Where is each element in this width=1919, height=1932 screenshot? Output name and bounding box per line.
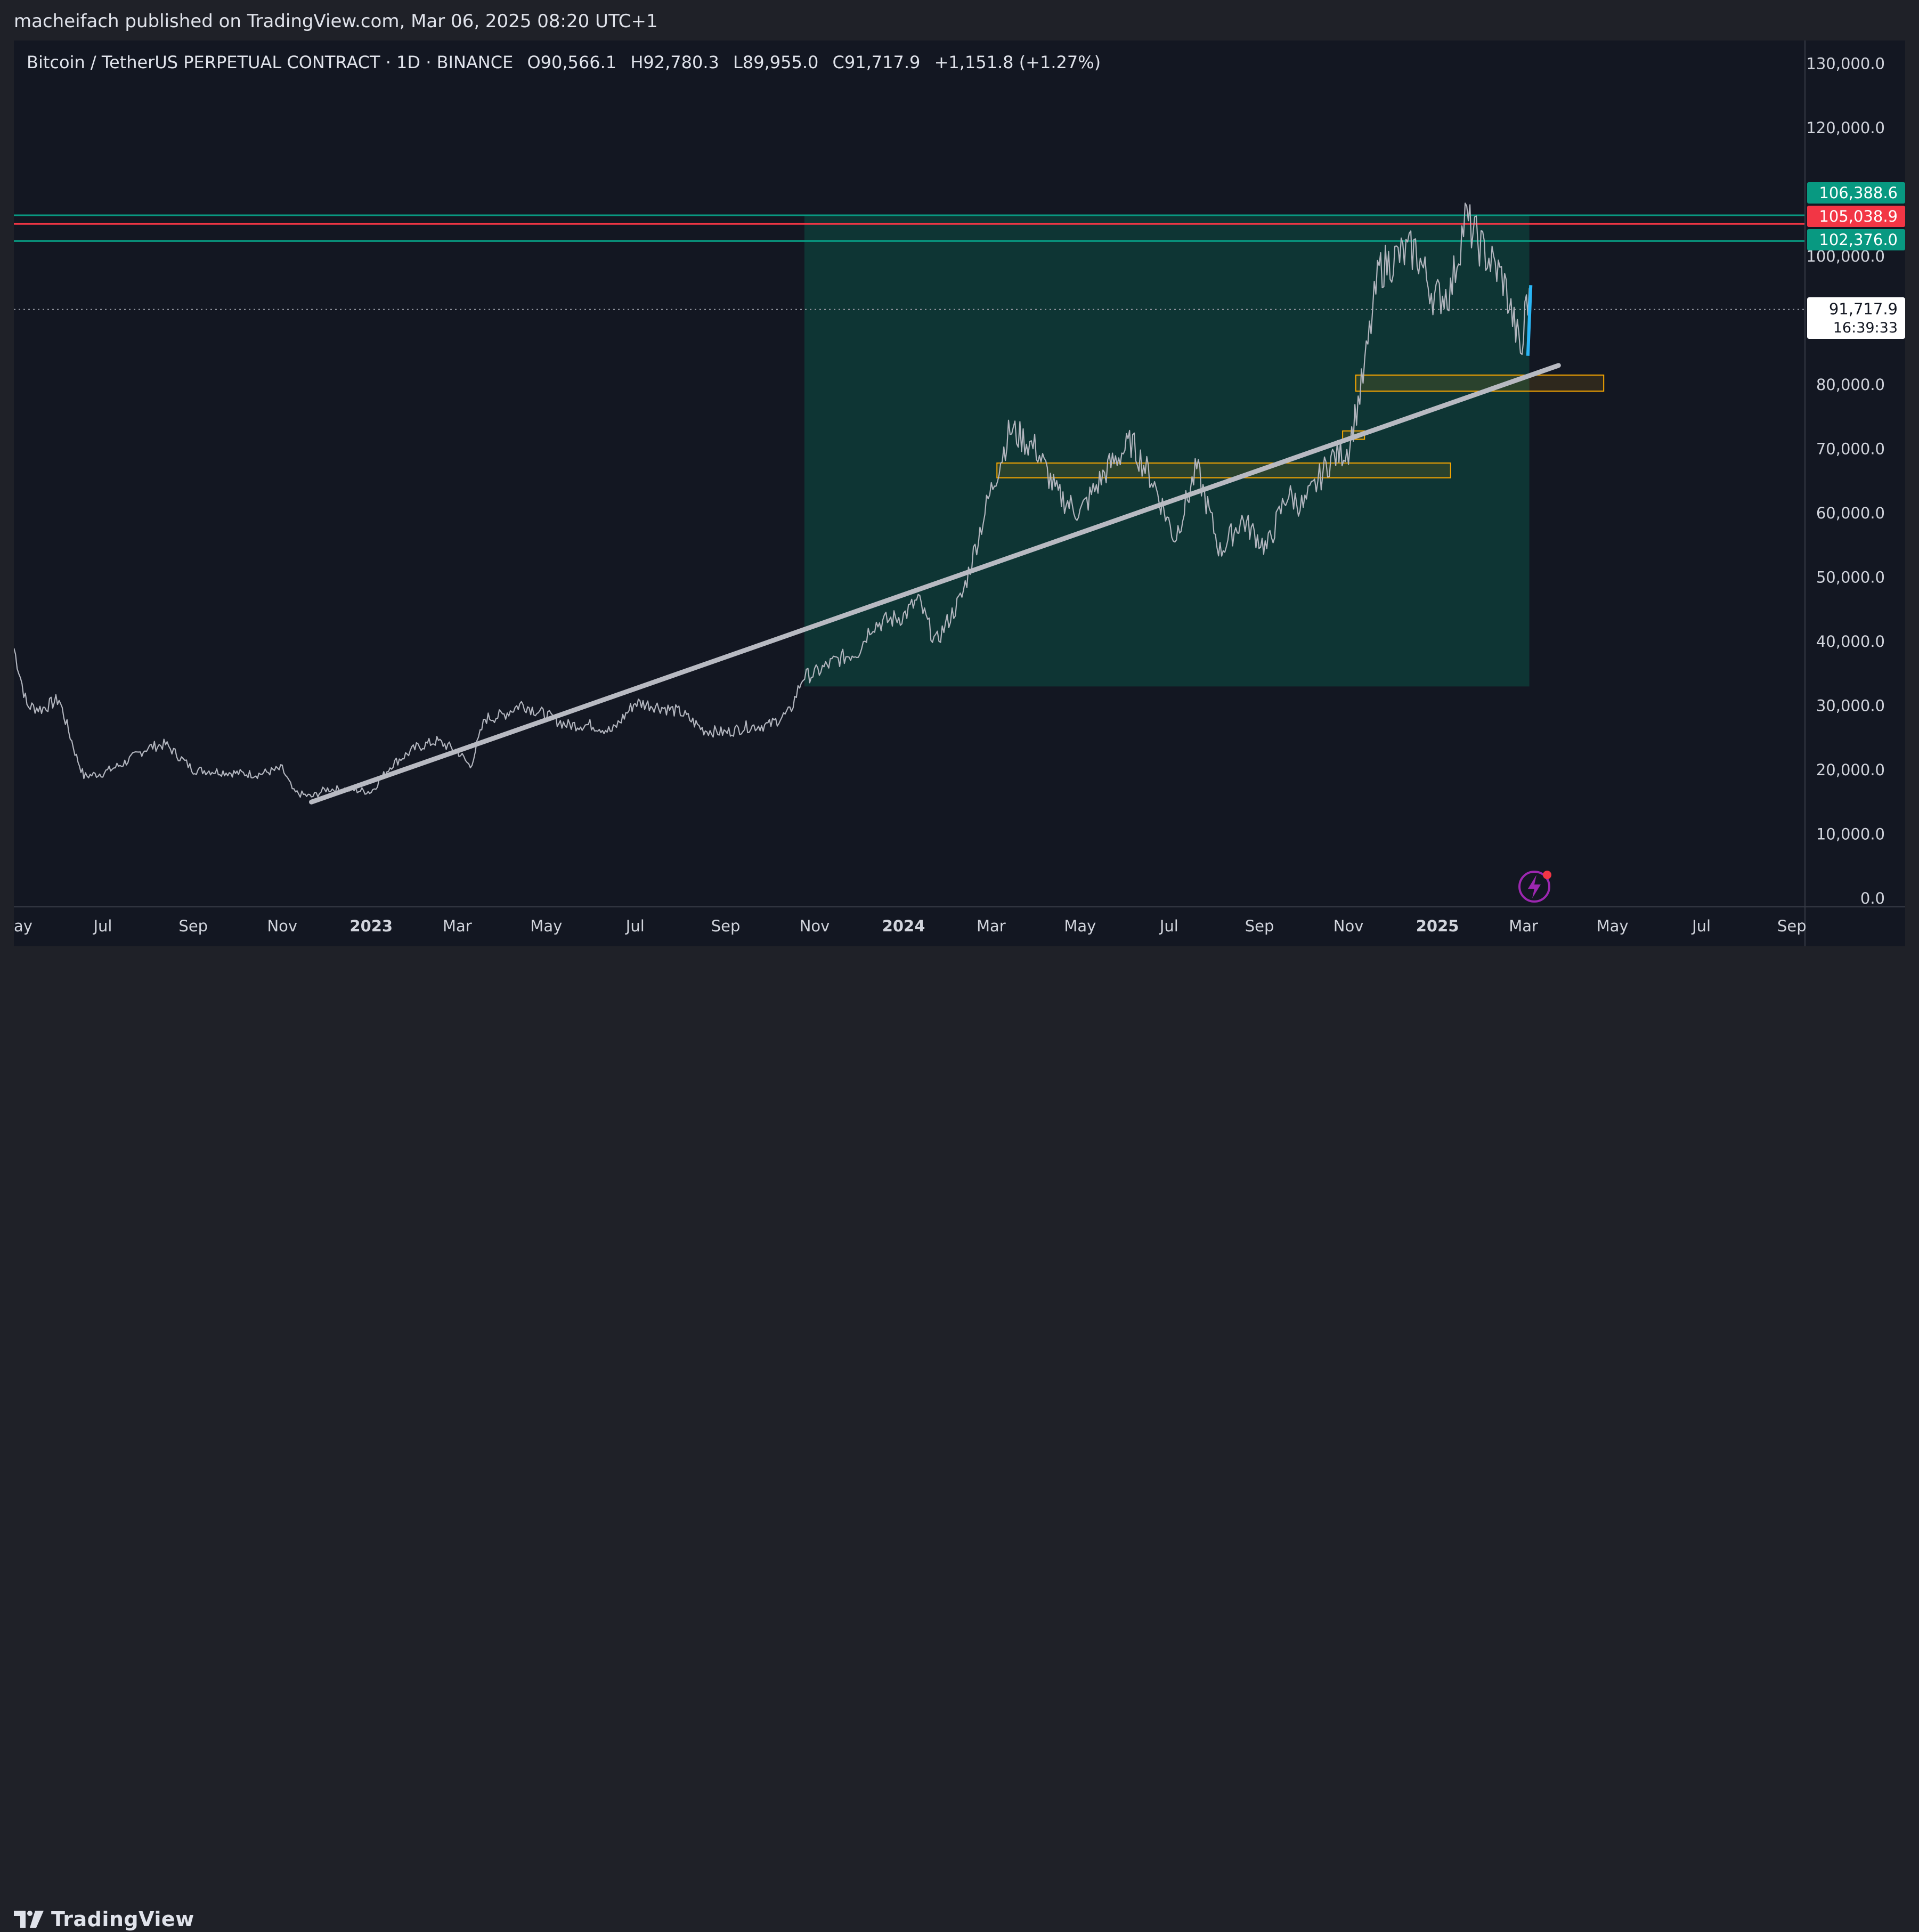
trendline-layer (309, 363, 1561, 805)
published-by-text: macheifach published on TradingView.com,… (14, 11, 658, 32)
x-tick-label: Nov (267, 917, 297, 935)
tag-lower-green: 102,376.0 (1807, 229, 1905, 250)
y-tick-label: 40,000.0 (1816, 632, 1885, 651)
y-tick-label: 20,000.0 (1816, 761, 1885, 779)
time-scale: ay Jul Sep Nov 2023 Mar May Jul Sep Nov 2024 Mar May… (14, 917, 1807, 935)
y-tick-label: 70,000.0 (1816, 440, 1885, 458)
x-tick-label: Sep (1777, 917, 1807, 935)
x-tick-label: Jul (1159, 917, 1178, 935)
x-tick-label: May (1064, 917, 1096, 935)
y-tick-label: 120,000.0 (1806, 119, 1885, 137)
tradingview-brand: TradingView (51, 1907, 194, 1931)
y-tick-label: 130,000.0 (1806, 55, 1885, 73)
ohlc-high: H92,780.3 (630, 52, 719, 72)
x-tick-label: Jul (1691, 917, 1711, 935)
x-tick-label: Nov (800, 917, 830, 935)
ohlc-open: O90,566.1 (527, 52, 617, 72)
x-tick-label: Mar (1509, 917, 1538, 935)
tag-red-text: 105,038.9 (1819, 207, 1898, 225)
y-tick-label: 10,000.0 (1816, 825, 1885, 843)
y-tick-label: 60,000.0 (1816, 504, 1885, 522)
ohlc-low: L89,955.0 (733, 52, 819, 72)
y-tick-label: 30,000.0 (1816, 697, 1885, 715)
publish-header: macheifach published on TradingView.com,… (0, 0, 1919, 43)
x-tick-label: Sep (1245, 917, 1274, 935)
recent-candles (1526, 285, 1533, 356)
x-tick-label: Nov (1333, 917, 1364, 935)
symbol-legend[interactable]: Bitcoin / TetherUS PERPETUAL CONTRACT · … (27, 52, 1109, 72)
y-tick-label: 80,000.0 (1816, 376, 1885, 394)
last-price-tag: 91,717.9 16:39:33 (1807, 297, 1905, 339)
rising-trendline (309, 363, 1561, 805)
zones-layer (804, 215, 1605, 687)
price-chart[interactable]: 0.0 10,000.0 20,000.0 30,000.0 40,000.0 50,00… (14, 40, 1905, 946)
tag-red: 105,038.9 (1807, 206, 1905, 227)
demand-zone (804, 215, 1530, 687)
x-tick-label: Jul (93, 917, 112, 935)
x-tick-label: Sep (178, 917, 208, 935)
lightning-alert-icon[interactable] (1518, 871, 1551, 903)
tradingview-logo-icon (14, 1911, 44, 1928)
x-tick-label: May (1597, 917, 1629, 935)
tradingview-logo[interactable]: TradingView (14, 1906, 194, 1932)
symbol-title[interactable]: Bitcoin / TetherUS PERPETUAL CONTRACT · … (27, 52, 514, 72)
price-series (14, 202, 1532, 798)
x-tick-label: Mar (443, 917, 472, 935)
tag-upper-green-text: 106,388.6 (1819, 184, 1898, 202)
x-tick-label: 2025 (1416, 917, 1459, 935)
tag-lower-green-text: 102,376.0 (1819, 231, 1898, 249)
ohlc-change: +1,151.8 (+1.27%) (934, 52, 1101, 72)
y-tick-label: 0.0 (1860, 889, 1885, 907)
footer: TradingView (0, 946, 1919, 1931)
countdown-text: 16:39:33 (1833, 320, 1898, 336)
levels-layer (14, 214, 1805, 310)
x-tick-label: 2024 (882, 917, 925, 935)
x-tick-label: 2023 (349, 917, 393, 935)
order-block-1 (1355, 374, 1605, 392)
tag-upper-green: 106,388.6 (1807, 182, 1905, 204)
last-price-text: 91,717.9 (1829, 300, 1898, 318)
x-tick-label: ay (14, 917, 32, 935)
x-tick-label: May (530, 917, 562, 935)
x-tick-label: Sep (711, 917, 741, 935)
ohlc-close: C91,717.9 (832, 52, 921, 72)
x-tick-label: Mar (977, 917, 1006, 935)
order-block-2 (996, 462, 1451, 478)
chart-area[interactable]: 0.0 10,000.0 20,000.0 30,000.0 40,000.0 50,00… (14, 40, 1905, 946)
price-layer (14, 202, 1533, 798)
y-tick-label: 50,000.0 (1816, 569, 1885, 587)
x-tick-label: Jul (625, 917, 645, 935)
